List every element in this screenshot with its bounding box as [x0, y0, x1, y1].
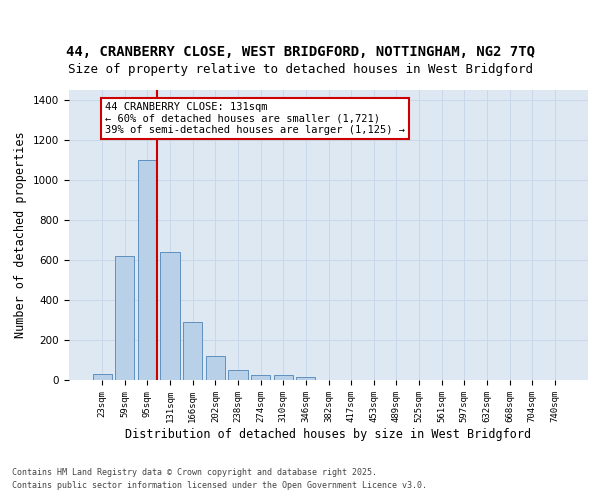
Bar	[138, 160, 157, 380]
Y-axis label: Number of detached properties: Number of detached properties	[14, 132, 28, 338]
Bar	[251, 375, 270, 380]
Bar	[183, 322, 202, 380]
Bar	[229, 370, 248, 380]
Bar	[296, 377, 316, 380]
Text: Size of property relative to detached houses in West Bridgford: Size of property relative to detached ho…	[67, 62, 533, 76]
Text: Contains public sector information licensed under the Open Government Licence v3: Contains public sector information licen…	[12, 482, 427, 490]
Bar	[160, 252, 180, 380]
Bar	[274, 375, 293, 380]
X-axis label: Distribution of detached houses by size in West Bridgford: Distribution of detached houses by size …	[125, 428, 532, 440]
Text: 44 CRANBERRY CLOSE: 131sqm
← 60% of detached houses are smaller (1,721)
39% of s: 44 CRANBERRY CLOSE: 131sqm ← 60% of deta…	[105, 102, 405, 135]
Text: Contains HM Land Registry data © Crown copyright and database right 2025.: Contains HM Land Registry data © Crown c…	[12, 468, 377, 477]
Bar	[92, 374, 112, 380]
Bar	[206, 356, 225, 380]
Bar	[115, 256, 134, 380]
Text: 44, CRANBERRY CLOSE, WEST BRIDGFORD, NOTTINGHAM, NG2 7TQ: 44, CRANBERRY CLOSE, WEST BRIDGFORD, NOT…	[65, 46, 535, 60]
